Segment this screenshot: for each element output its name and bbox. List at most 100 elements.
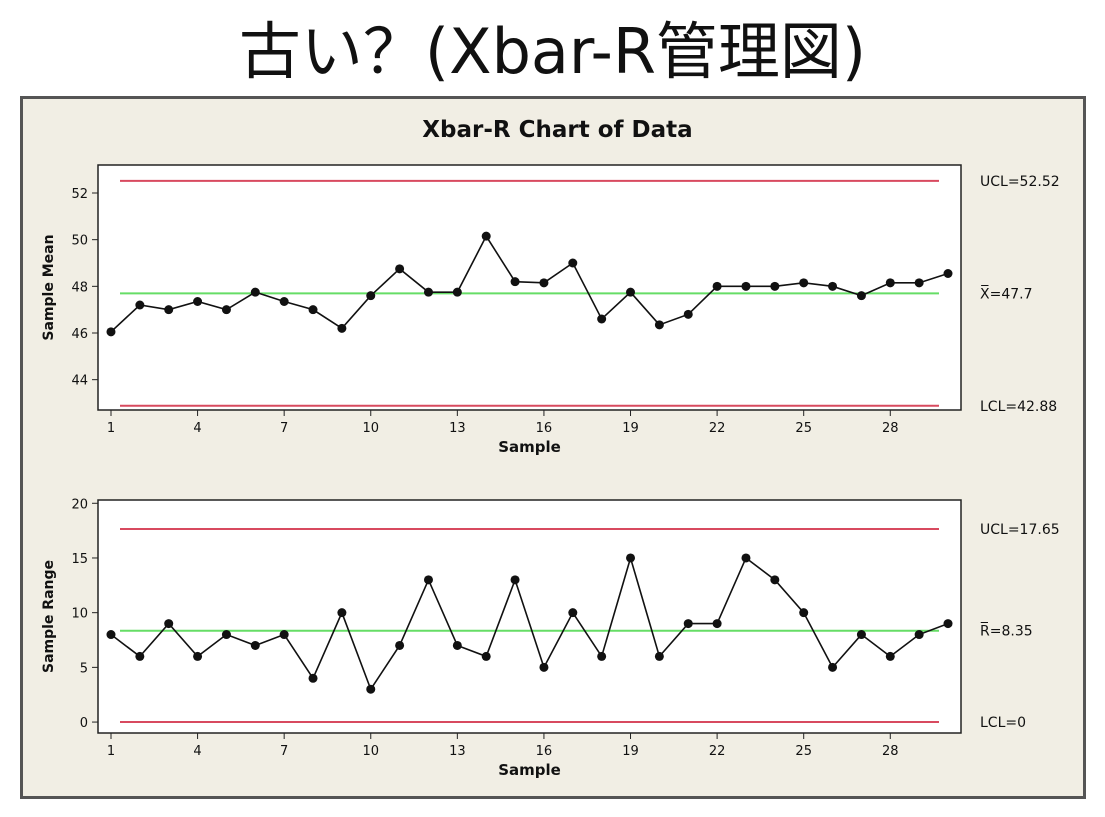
x-axis-title: Sample (498, 761, 561, 779)
data-point (395, 640, 405, 650)
data-point (626, 287, 636, 297)
x-tick-label: 13 (449, 421, 466, 436)
data-point (481, 651, 491, 661)
x-tick-label: 28 (882, 744, 899, 759)
plot-area (97, 499, 962, 734)
x-tick-label: 7 (280, 421, 288, 436)
data-point (221, 305, 231, 315)
data-point (250, 287, 260, 297)
chart-canvas: Xbar-R Chart of Data UCL=52.52 X̅̅=47.7 LCL… (41, 117, 1060, 779)
plot-area (97, 164, 962, 411)
data-point (828, 281, 838, 291)
y-tick-label: 50 (71, 234, 88, 249)
y-tick-label: 15 (71, 552, 88, 567)
data-point (856, 630, 866, 640)
data-point (279, 297, 289, 306)
data-point (683, 309, 693, 319)
data-point (366, 684, 376, 694)
x-tick-label: 25 (795, 421, 812, 436)
data-point (395, 264, 405, 274)
data-point (221, 630, 231, 640)
data-point (510, 575, 520, 585)
data-point (193, 297, 203, 306)
data-point (279, 630, 289, 640)
data-point (626, 553, 636, 563)
data-point (452, 640, 462, 650)
control-line-label: LCL=42.88 (980, 399, 1057, 415)
data-point (770, 281, 780, 291)
x-tick-label: 19 (622, 744, 639, 759)
data-point (741, 553, 751, 563)
x-tick-label: 7 (280, 744, 288, 759)
data-point (799, 278, 809, 288)
control-line-label: UCL=52.52 (980, 174, 1060, 190)
data-point (943, 269, 953, 278)
data-point (712, 619, 722, 629)
x-tick-label: 10 (362, 421, 379, 436)
slide-title: 古い？(Xbar-R管理図) (238, 15, 867, 88)
y-tick-label: 20 (71, 497, 88, 512)
x-tick-label: 16 (536, 744, 553, 759)
y-tick-label: 10 (71, 607, 88, 622)
data-point (539, 278, 549, 288)
data-point (135, 300, 145, 310)
x-tick-label: 25 (795, 744, 812, 759)
x-tick-label: 1 (107, 744, 115, 759)
chart-title: Xbar-R Chart of Data (422, 117, 692, 143)
data-point (885, 651, 895, 661)
data-point (106, 327, 116, 337)
control-line-label: UCL=17.65 (980, 522, 1060, 538)
x-tick-label: 22 (709, 744, 726, 759)
data-point (308, 305, 318, 315)
data-point (106, 630, 116, 640)
data-point (741, 281, 751, 291)
data-point (856, 291, 866, 301)
data-point (799, 608, 809, 618)
data-point (308, 673, 318, 683)
data-point (366, 291, 376, 301)
control-line-label: LCL=0 (980, 715, 1026, 731)
data-point (337, 608, 347, 618)
data-point (770, 575, 780, 585)
data-point (828, 662, 838, 672)
x-tick-label: 22 (709, 421, 726, 436)
series-line (110, 555, 949, 691)
data-point (164, 305, 174, 315)
data-point (654, 651, 664, 661)
data-point (943, 619, 953, 629)
data-point (654, 320, 664, 330)
data-point (423, 287, 433, 297)
y-axis-title: Sample Range (41, 560, 57, 673)
xbar-r-chart: Xbar-R Chart of Data UCL=52.52 X̅̅=47.7 LCL… (20, 96, 1086, 799)
y-axis-title: Sample Mean (41, 234, 57, 340)
data-point (914, 630, 924, 640)
y-tick-label: 0 (80, 716, 88, 731)
x-tick-label: 16 (536, 421, 553, 436)
x-tick-label: 13 (449, 744, 466, 759)
y-tick-label: 48 (71, 280, 88, 295)
data-point (568, 608, 578, 618)
data-point (885, 278, 895, 288)
data-point (568, 258, 578, 268)
data-point (164, 619, 174, 629)
x-tick-label: 19 (622, 421, 639, 436)
data-point (712, 281, 722, 291)
y-tick-label: 52 (71, 187, 88, 202)
data-point (539, 662, 549, 672)
data-point (193, 651, 203, 661)
x-tick-label: 10 (362, 744, 379, 759)
data-point (337, 323, 347, 333)
data-point (597, 314, 607, 324)
x-tick-label: 28 (882, 421, 899, 436)
series-line (110, 234, 949, 333)
data-point (135, 651, 145, 661)
y-tick-label: 5 (80, 661, 88, 676)
data-point (914, 278, 924, 288)
x-tick-label: 4 (193, 744, 201, 759)
data-point (452, 287, 462, 297)
data-point (597, 651, 607, 661)
x-tick-label: 4 (193, 421, 201, 436)
data-point (481, 231, 491, 241)
x-axis-title: Sample (498, 438, 561, 456)
data-point (510, 277, 520, 287)
